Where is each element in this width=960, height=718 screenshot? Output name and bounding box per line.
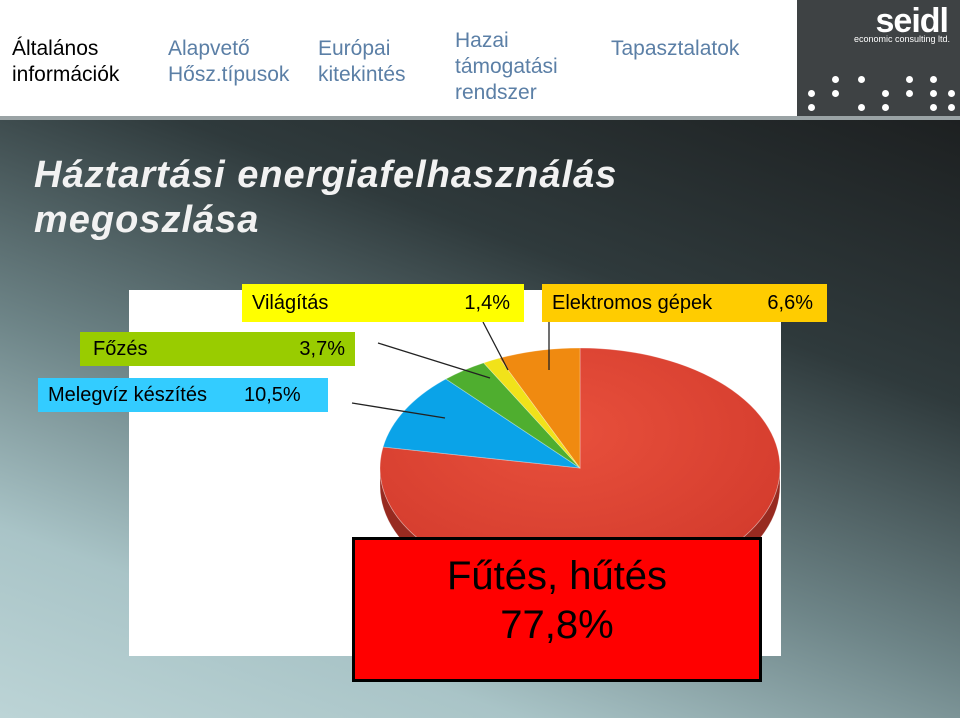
nav-label: Tapasztalatok [611, 37, 740, 60]
slice-elektromos-gepek [498, 347, 581, 470]
logo-dot [906, 90, 913, 97]
logo-tagline: economic consulting ltd. [853, 34, 950, 44]
label-futes-name: Fűtés, hűtés [446, 554, 668, 598]
logo-dot [930, 90, 937, 97]
label-vilagitas-value: 1,4% [464, 292, 510, 314]
logo-name: seidl [875, 2, 949, 40]
nav-label: Hazai támogatási rendszer [455, 29, 558, 104]
label-melegviz-value: 10,5% [244, 384, 301, 406]
label-gepek-name: Elektromos gépek [552, 292, 713, 314]
nav-item-europai[interactable]: Európai kitekintés [318, 36, 428, 88]
logo-dot [930, 76, 937, 83]
nav-item-hazai[interactable]: Hazai támogatási rendszer [455, 28, 605, 106]
nav-label: Európai kitekintés [318, 37, 406, 86]
logo-dot [858, 76, 865, 83]
nav-item-tapasztalatok[interactable]: Tapasztalatok [611, 36, 739, 62]
label-vilagitas: Világítás 1,4% [242, 284, 524, 322]
nav-label: Alapvető Hősz.típusok [168, 37, 290, 86]
slice-melegviz [382, 378, 581, 469]
nav-item-alapveto[interactable]: Alapvető Hősz.típusok [168, 36, 308, 88]
slide-title: Háztartási energiafelhasználás megoszlás… [34, 154, 618, 241]
label-futes-value: 77,8% [500, 603, 614, 647]
seidl-logo: seidl economic consulting ltd. [797, 0, 960, 116]
label-vilagitas-name: Világítás [252, 292, 329, 314]
label-melegviz: Melegvíz készítés 10,5% [38, 378, 328, 412]
logo-dot [930, 104, 937, 111]
top-navigation-bar: Általános információk Alapvető Hősz.típu… [0, 0, 960, 118]
logo-dot [832, 76, 839, 83]
slice-vilagitas [482, 357, 581, 469]
logo-dot [808, 104, 815, 111]
leader-line-fozes [377, 342, 491, 379]
label-elektromos-gepek: Elektromos gépek 6,6% [542, 284, 827, 322]
label-futes-hutes: Fűtés, hűtés 77,8% [352, 537, 762, 682]
logo-dot [858, 104, 865, 111]
nav-divider [0, 116, 960, 120]
label-fozes-name: Főzés [93, 338, 148, 360]
logo-dot [882, 104, 889, 111]
logo-dot [882, 90, 889, 97]
nav-item-altalanos[interactable]: Általános információk [12, 36, 142, 88]
label-fozes: Főzés 3,7% [80, 332, 355, 366]
leader-line-vilagitas [482, 321, 509, 371]
logo-dot [948, 90, 955, 97]
logo-dot [948, 104, 955, 111]
logo-dot [832, 90, 839, 97]
label-melegviz-name: Melegvíz készítés [48, 384, 207, 406]
nav-label: Általános információk [12, 37, 120, 86]
logo-dot [808, 90, 815, 97]
logo-dot [906, 76, 913, 83]
label-fozes-value: 3,7% [299, 338, 345, 360]
label-gepek-value: 6,6% [767, 292, 813, 314]
leader-line-melegviz [351, 402, 446, 419]
